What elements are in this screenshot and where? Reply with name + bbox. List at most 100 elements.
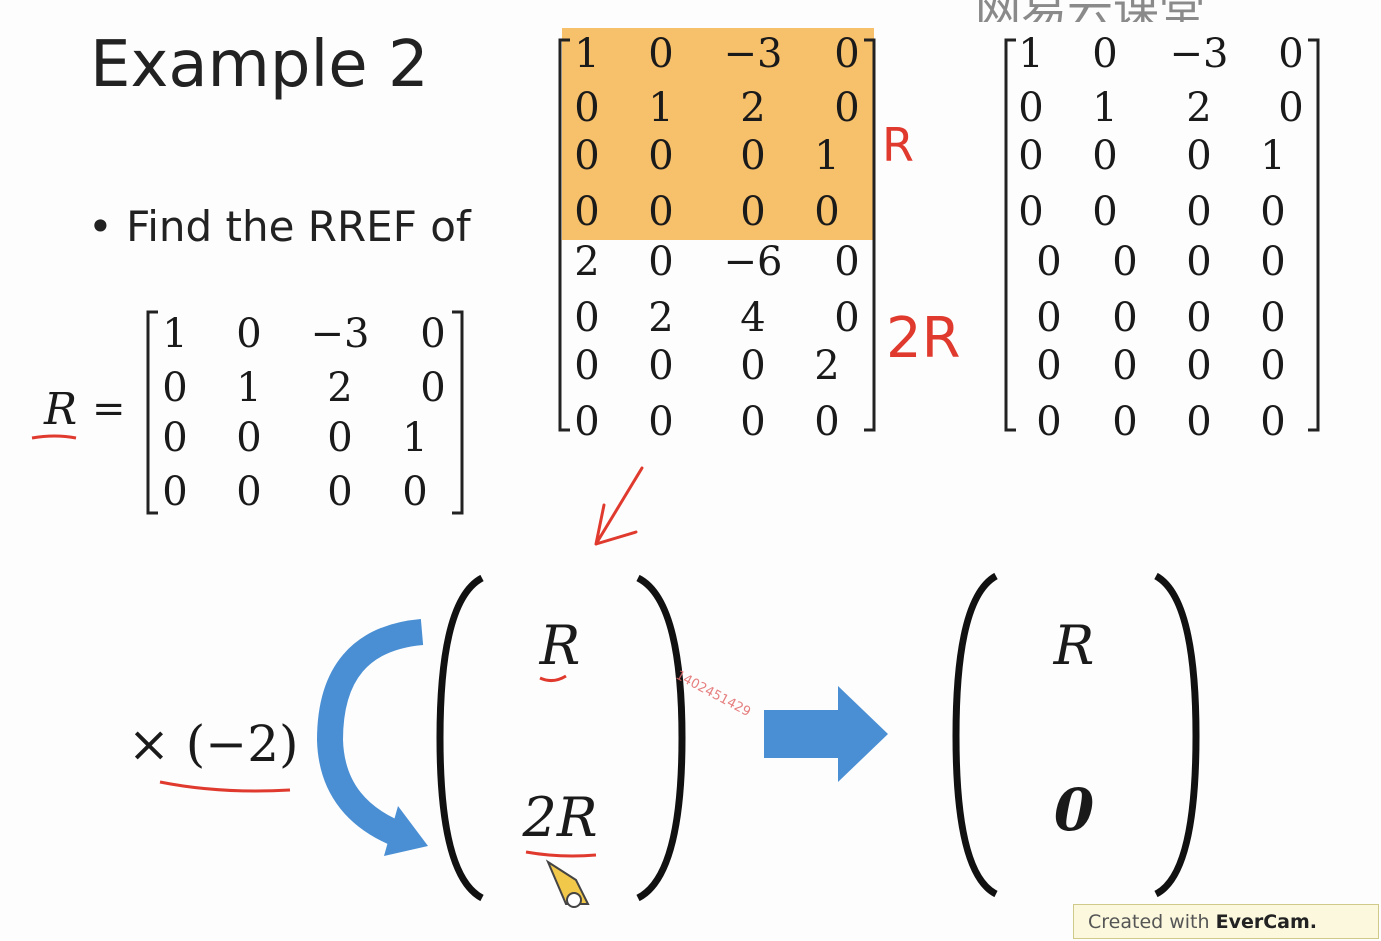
matrix-cell: 0 bbox=[1260, 189, 1286, 235]
underline-mark bbox=[539, 674, 567, 683]
matrix-cell: 0 bbox=[1186, 295, 1212, 341]
badge-brand: EverCam. bbox=[1215, 911, 1317, 933]
matrix-cell: 0 bbox=[814, 189, 840, 235]
matrix-cell: 0 bbox=[648, 31, 674, 77]
matrix-cell: 1 bbox=[236, 365, 262, 411]
matrix-cell: 0 bbox=[648, 399, 674, 445]
underline-mark bbox=[31, 434, 77, 440]
matrix-cell: 2 bbox=[648, 295, 674, 341]
red-arrow-icon bbox=[594, 466, 644, 546]
left-bracket bbox=[558, 38, 570, 432]
matrix-cell: 1 bbox=[162, 311, 188, 357]
matrix-cell: 0 bbox=[834, 85, 860, 131]
annotation-r: R bbox=[882, 118, 914, 172]
matrix-cell: 0 bbox=[648, 189, 674, 235]
matrix-cell: −3 bbox=[1169, 31, 1229, 77]
matrix-label: R bbox=[44, 384, 78, 435]
matrix-cell: 0 bbox=[1186, 239, 1212, 285]
matrix-cell: 1 bbox=[1260, 133, 1286, 179]
matrix-cell: 0 bbox=[1186, 189, 1212, 235]
matrix-cell: 0 bbox=[1260, 295, 1286, 341]
bullet-text: • Find the RREF of bbox=[88, 202, 471, 251]
slide-title: Example 2 bbox=[90, 28, 429, 102]
matrix-cell: 0 bbox=[236, 311, 262, 357]
matrix-cell: −3 bbox=[723, 31, 783, 77]
matrix-cell: 0 bbox=[740, 343, 766, 389]
matrix-cell: 0 bbox=[574, 399, 600, 445]
curved-arrow-head-icon bbox=[384, 806, 428, 856]
left-bracket bbox=[1004, 38, 1016, 432]
matrix-cell: 0 bbox=[648, 343, 674, 389]
right-arrow-icon bbox=[764, 686, 888, 782]
matrix-cell: 0 bbox=[420, 365, 446, 411]
matrix-cell: 0 bbox=[327, 415, 353, 461]
block-top-label: R bbox=[1053, 614, 1095, 677]
matrix-cell: 0 bbox=[1018, 189, 1044, 235]
multiplier-label: × (−2) bbox=[128, 715, 299, 773]
matrix-cell: 0 bbox=[1112, 239, 1138, 285]
matrix-cell: 0 bbox=[574, 133, 600, 179]
matrix-cell: 0 bbox=[740, 133, 766, 179]
right-bracket bbox=[452, 310, 464, 515]
matrix-cell: 1 bbox=[648, 85, 674, 131]
matrix-cell: 0 bbox=[162, 365, 188, 411]
matrix-cell: 0 bbox=[1036, 343, 1062, 389]
matrix-cell: −6 bbox=[723, 239, 783, 285]
matrix-cell: 0 bbox=[1036, 399, 1062, 445]
matrix-cell: 0 bbox=[574, 189, 600, 235]
matrix-cell: 0 bbox=[1092, 31, 1118, 77]
matrix-cell: 0 bbox=[1036, 239, 1062, 285]
matrix-cell: 0 bbox=[574, 343, 600, 389]
left-paren bbox=[436, 574, 484, 902]
matrix-cell: 0 bbox=[1036, 295, 1062, 341]
matrix-cell: 0 bbox=[574, 295, 600, 341]
matrix-cell: 0 bbox=[1278, 85, 1304, 131]
matrix-cell: 1 bbox=[574, 31, 600, 77]
matrix-cell: 0 bbox=[574, 85, 600, 131]
pencil-cursor-icon bbox=[545, 859, 590, 908]
matrix-cell: 0 bbox=[402, 469, 428, 515]
right-bracket bbox=[1308, 38, 1320, 432]
right-paren bbox=[1154, 572, 1200, 898]
matrix-cell: 0 bbox=[162, 415, 188, 461]
matrix-cell: 0 bbox=[814, 399, 840, 445]
badge-prefix: Created with bbox=[1088, 911, 1216, 933]
matrix-cell: 0 bbox=[648, 239, 674, 285]
matrix-cell: 0 bbox=[1260, 399, 1286, 445]
matrix-cell: 0 bbox=[1278, 31, 1304, 77]
matrix-cell: 0 bbox=[162, 469, 188, 515]
matrix-cell: 2 bbox=[740, 85, 766, 131]
matrix-cell: 0 bbox=[236, 415, 262, 461]
matrix-cell: 0 bbox=[648, 133, 674, 179]
matrix-cell: 0 bbox=[236, 469, 262, 515]
block-zero-label: 0 bbox=[1053, 776, 1095, 844]
curved-arrow-icon bbox=[316, 619, 424, 851]
highlight-region bbox=[562, 28, 874, 240]
matrix-cell: 0 bbox=[1186, 133, 1212, 179]
matrix-cell: 0 bbox=[834, 295, 860, 341]
matrix-cell: 0 bbox=[1018, 133, 1044, 179]
matrix-cell: 0 bbox=[1260, 343, 1286, 389]
logo-text: 网易云课堂 bbox=[975, 0, 1375, 22]
matrix-cell: 0 bbox=[1260, 239, 1286, 285]
matrix-cell: 1 bbox=[402, 415, 428, 461]
left-paren bbox=[952, 572, 998, 898]
matrix-cell: 0 bbox=[1092, 133, 1118, 179]
matrix-cell: 0 bbox=[740, 399, 766, 445]
matrix-cell: 2 bbox=[327, 365, 353, 411]
right-bracket bbox=[864, 38, 876, 432]
matrix-cell: 0 bbox=[740, 189, 766, 235]
left-bracket bbox=[146, 310, 158, 515]
matrix-cell: 1 bbox=[1092, 85, 1118, 131]
matrix-cell: 1 bbox=[814, 133, 840, 179]
underline-mark bbox=[525, 850, 597, 858]
matrix-cell: 0 bbox=[1112, 399, 1138, 445]
matrix-cell: 0 bbox=[1186, 399, 1212, 445]
evercam-badge: Created with EverCam. bbox=[1073, 904, 1379, 939]
matrix-cell: 0 bbox=[1092, 189, 1118, 235]
block-bottom-label: 2R bbox=[522, 786, 598, 849]
underline-mark bbox=[159, 780, 291, 793]
matrix-cell: 0 bbox=[1112, 295, 1138, 341]
matrix-cell: 0 bbox=[1186, 343, 1212, 389]
